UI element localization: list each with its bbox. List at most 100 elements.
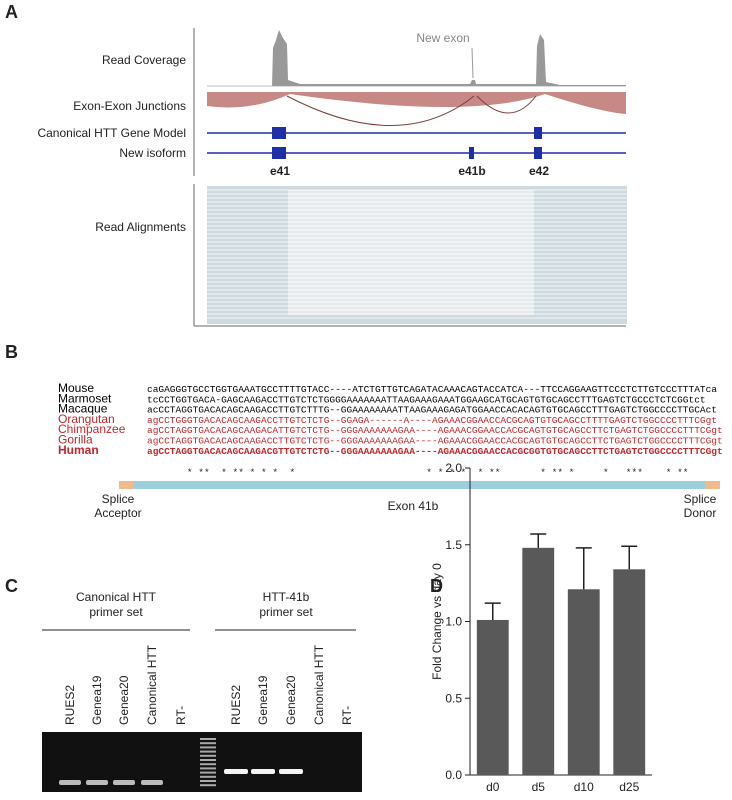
- panel-label: B: [5, 342, 18, 362]
- splice-donor: Splice: [684, 492, 717, 506]
- lane-label: RUES2: [63, 685, 77, 725]
- band: [113, 780, 135, 785]
- track-label: Exon-Exon Junctions: [73, 99, 186, 113]
- y-tick-label: 2.0: [445, 461, 462, 475]
- bar: [522, 547, 555, 775]
- sequence: agCCTGGGTGACACAGCAAGACCTTGTCTCTG--GGAGA-…: [147, 416, 717, 426]
- panel-label: C: [5, 576, 18, 596]
- track-label: Canonical HTT Gene Model: [37, 126, 186, 140]
- ladder: [200, 742, 216, 745]
- splice-donor: Donor: [684, 506, 717, 520]
- sequence: agCCTAGGTGACACAGCAAGACATTGTCTCTG--GGGAAA…: [147, 426, 723, 436]
- exon: [534, 127, 542, 139]
- x-tick-label: d10: [574, 780, 594, 794]
- primer-set: primer set: [89, 605, 143, 619]
- annotation-arrow: [471, 47, 474, 79]
- splice-acceptor: Acceptor: [94, 506, 141, 520]
- sequence: tcCCTGGTGACA-GAGCAAGACCTTGTCTCTGGGGAAAAA…: [147, 395, 706, 405]
- alignment-lines: [207, 189, 627, 319]
- panel-label: D: [430, 576, 443, 596]
- ladder: [200, 780, 216, 782]
- lane-label: Genea19: [90, 675, 104, 725]
- sequence: acCCTAGGTGACACAGCAAGACCTTGTCTTTG--GGAAAA…: [147, 406, 717, 416]
- ladder: [200, 759, 216, 761]
- band: [224, 769, 248, 774]
- exon-label: e41: [270, 164, 290, 178]
- lane-label: Genea19: [256, 675, 270, 725]
- error-bar: [530, 533, 547, 548]
- panel-label: A: [5, 2, 18, 22]
- exon-label: e42: [529, 164, 549, 178]
- junction-arc: [286, 95, 537, 126]
- x-tick-label: d5: [532, 780, 546, 794]
- exon: [272, 147, 286, 159]
- ladder: [200, 771, 216, 774]
- ladder: [200, 750, 216, 753]
- bar: [567, 589, 600, 775]
- band: [86, 780, 108, 785]
- y-tick-label: 0.0: [445, 768, 462, 782]
- annotation: New exon: [416, 31, 469, 45]
- exon: [469, 147, 474, 159]
- ladder: [200, 746, 216, 749]
- lane-label: Canonical HTT: [145, 644, 159, 725]
- ladder: [200, 763, 216, 766]
- exon-name: Exon 41b: [388, 499, 439, 513]
- gel-bands: [59, 738, 303, 787]
- species-name: Orangutan: [58, 412, 115, 426]
- y-tick-label: 0.5: [445, 691, 462, 705]
- error-bar: [484, 602, 501, 620]
- bar: [476, 619, 509, 775]
- bar: [613, 569, 646, 775]
- ladder: [200, 775, 216, 778]
- band: [59, 780, 81, 785]
- alignments-spliced: [288, 190, 534, 315]
- splice-site: [705, 481, 720, 489]
- exon-label: e41b: [458, 164, 485, 178]
- junctions: [207, 92, 626, 114]
- ladder: [200, 754, 216, 757]
- species-name: Human: [58, 443, 99, 457]
- ladder: [200, 767, 216, 770]
- lane-label: Genea20: [284, 675, 298, 725]
- error-bar: [575, 547, 592, 590]
- error-bar: [621, 545, 638, 570]
- y-axis-label: Fold Change vs day 0: [430, 563, 444, 680]
- lane-label: Canonical HTT: [312, 644, 326, 725]
- y-tick-label: 1.0: [445, 615, 462, 629]
- band: [251, 769, 275, 774]
- track-label: New isoform: [119, 146, 186, 160]
- track-label: Read Coverage: [102, 53, 186, 67]
- primer-set: primer set: [259, 605, 313, 619]
- x-tick-label: d0: [486, 780, 500, 794]
- lane-label: RT-: [340, 706, 354, 725]
- ladder: [200, 738, 216, 740]
- lane-label: Genea20: [117, 675, 131, 725]
- species-name: Gorilla: [58, 433, 93, 447]
- track-label: Read Alignments: [95, 220, 186, 234]
- band: [279, 769, 303, 774]
- exon: [534, 147, 542, 159]
- exon: [272, 127, 286, 139]
- splice-acceptor: Splice: [102, 492, 135, 506]
- x-tick-label: d25: [619, 780, 639, 794]
- primer-set: HTT-41b: [263, 590, 310, 604]
- lane-label: RUES2: [229, 685, 243, 725]
- y-tick-label: 1.5: [445, 538, 462, 552]
- species-name: Marmoset: [58, 391, 112, 405]
- lane-label: RT-: [174, 706, 188, 725]
- species-name: Chimpanzee: [58, 422, 126, 436]
- coverage: [207, 30, 626, 86]
- sequence: agCCTAGGTGACACAGCAAGACGTTGTCTCTG--GGGAAA…: [147, 447, 723, 457]
- splice-site: [119, 481, 133, 489]
- primer-set: Canonical HTT: [76, 590, 157, 604]
- species-name: Macaque: [58, 402, 108, 416]
- exon-bar: [133, 481, 705, 489]
- ladder: [200, 784, 216, 787]
- species-name: Mouse: [58, 381, 94, 395]
- sequence: caGAGGGTGCCTGGTGAAATGCCTTTTGTACC----ATCT…: [147, 385, 718, 395]
- conservation: * ** * ** * * * * * * * * * ** * ** * * …: [147, 468, 689, 478]
- sequence: agCCTAGGTGACACAGCAAGACCTTGTCTCTG--GGGAAA…: [147, 437, 723, 447]
